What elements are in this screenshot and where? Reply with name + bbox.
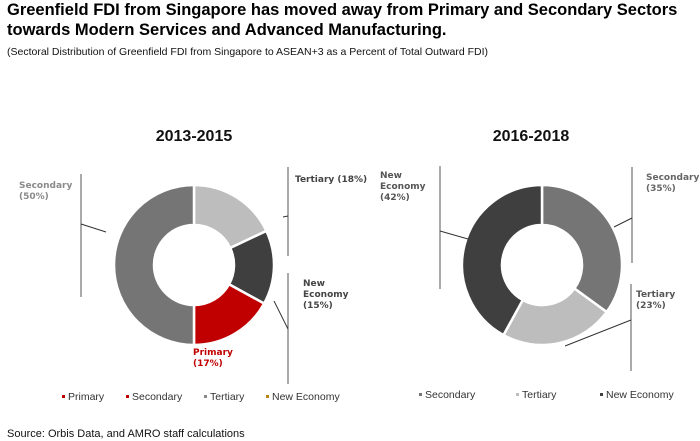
slice-tertiary[interactable] <box>501 286 609 347</box>
legend-item-tertiary[interactable]: Tertiary <box>516 389 557 401</box>
legend-swatch <box>62 395 65 398</box>
legend-label: Secondary <box>425 389 476 401</box>
legend-swatch <box>126 395 129 398</box>
slices <box>112 183 276 347</box>
donut-chart-2013-2015: 2013-2015 Secondary (50%) Tertiary (18%)… <box>19 128 367 403</box>
page-title: Greenfield FDI from Singapore has moved … <box>7 1 678 39</box>
secondary-leader-line <box>613 217 633 228</box>
legend: Primary Secondary Tertiary New Economy <box>62 391 340 403</box>
slice-label-tertiary: Tertiary (23%) <box>636 290 678 311</box>
legend-item-primary[interactable]: Primary <box>62 391 105 403</box>
legend-swatch <box>516 393 519 396</box>
slice-new-economy[interactable] <box>460 183 544 337</box>
legend-swatch <box>600 393 603 396</box>
legend-swatch <box>204 395 207 398</box>
slice-secondary[interactable] <box>540 183 624 314</box>
slice-label-secondary: Secondary (50%) <box>19 181 75 202</box>
legend-item-tertiary[interactable]: Tertiary <box>204 391 245 403</box>
legend-swatch <box>266 395 269 398</box>
donut-chart-2016-2018: 2016-2018 New Economy (42%) Secondary (3… <box>380 128 700 401</box>
legend-label: Tertiary <box>210 391 245 403</box>
slice-label-new-economy: New Economy (42%) <box>380 171 429 203</box>
legend-item-secondary[interactable]: Secondary <box>126 391 183 403</box>
secondary-leader-line <box>80 223 107 233</box>
legend-label: Tertiary <box>522 389 557 401</box>
slice-label-tertiary: Tertiary (18%) <box>295 175 367 185</box>
chart-title: 2016-2018 <box>493 128 570 145</box>
chart-title: 2013-2015 <box>156 128 233 145</box>
slice-label-primary: Primary (17%) <box>193 348 236 369</box>
page-subtitle: (Sectoral Distribution of Greenfield FDI… <box>7 46 488 58</box>
legend-label: Secondary <box>132 391 183 403</box>
legend-label: Primary <box>68 391 105 403</box>
legend: Secondary Tertiary New Economy <box>419 389 674 401</box>
slice-label-new-economy: New Economy (15%) <box>303 279 352 311</box>
legend-label: New Economy <box>272 391 340 403</box>
tertiary-leader-line <box>564 319 632 347</box>
legend-swatch <box>419 393 422 396</box>
slices <box>460 183 624 347</box>
new-economy-leader-line <box>273 300 289 330</box>
new-economy-leader-line <box>439 230 469 240</box>
tertiary-leader-line <box>282 215 289 218</box>
legend-item-new-economy[interactable]: New Economy <box>600 389 674 401</box>
legend-item-new-economy[interactable]: New Economy <box>266 391 340 403</box>
slice-label-secondary: Secondary (35%) <box>646 173 700 194</box>
legend-label: New Economy <box>606 389 674 401</box>
slice-secondary[interactable] <box>112 183 196 347</box>
legend-item-secondary[interactable]: Secondary <box>419 389 476 401</box>
source-note: Source: Orbis Data, and AMRO staff calcu… <box>7 428 245 440</box>
